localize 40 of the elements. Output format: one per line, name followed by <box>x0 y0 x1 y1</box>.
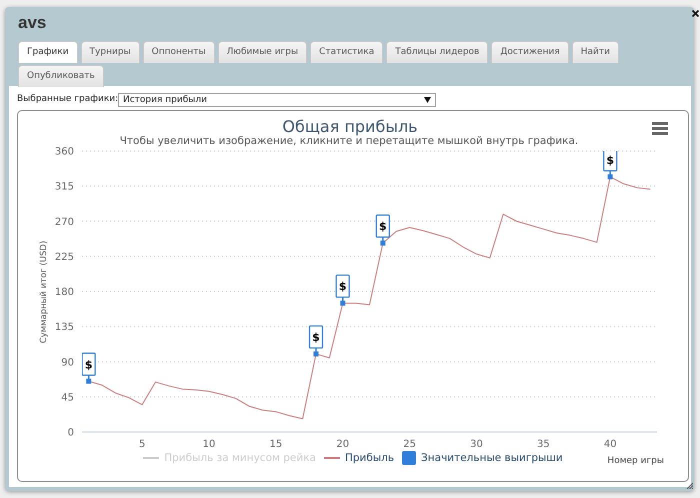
text: Опубликовать <box>27 71 95 81</box>
y-tick-label: 45 <box>61 392 74 404</box>
y-tick-label: 315 <box>54 182 74 193</box>
y-tick-label: 270 <box>54 216 74 228</box>
x-tick-label: 40 <box>604 439 617 450</box>
y-axis-title: Суммарный итог (USD) <box>39 240 49 344</box>
y-tick-label: 135 <box>54 322 74 334</box>
y-tick-label: 180 <box>54 287 74 298</box>
x-tick-label: 30 <box>470 439 483 450</box>
text: Достижения <box>500 47 560 57</box>
text: Статистика <box>319 47 374 57</box>
x-tick-label: 20 <box>336 439 350 450</box>
x-tick-label: 35 <box>536 439 550 450</box>
text: Любимые игры <box>226 47 298 57</box>
text: Оппоненты <box>152 47 206 57</box>
x-tick-label: 25 <box>403 439 416 450</box>
text: Таблицы лидеров <box>395 47 480 57</box>
text: История прибыли <box>123 95 207 105</box>
data-label: $ <box>606 154 614 167</box>
y-tick-label: 360 <box>54 146 74 158</box>
text: avs <box>18 13 46 32</box>
text: Графики <box>27 47 69 57</box>
data-label: $ <box>379 220 387 234</box>
y-tick-label: 225 <box>54 252 74 263</box>
x-tick-label: 10 <box>202 439 216 450</box>
text: Выбранные графики: <box>17 94 118 104</box>
text: Турниры <box>90 47 131 57</box>
legend-label: Значительные выигрыши <box>421 452 563 464</box>
data-label: $ <box>84 358 93 372</box>
x-tick-label: 15 <box>270 439 282 450</box>
x-tick-label: 5 <box>138 439 146 450</box>
y-tick-label: 90 <box>61 357 74 368</box>
data-label: $ <box>338 280 347 294</box>
text: Найти <box>580 47 610 57</box>
chart-title: Общая прибыль <box>282 117 418 136</box>
chart-subtitle: Чтобы увеличить изображение, кликните и перетащите мышкой внутрь графика. <box>120 135 578 147</box>
data-label: $ <box>312 330 320 344</box>
y-tick-label: 0 <box>68 428 74 439</box>
legend-label: Прибыль <box>344 452 394 464</box>
x-axis-title: Номер игры <box>607 456 664 466</box>
